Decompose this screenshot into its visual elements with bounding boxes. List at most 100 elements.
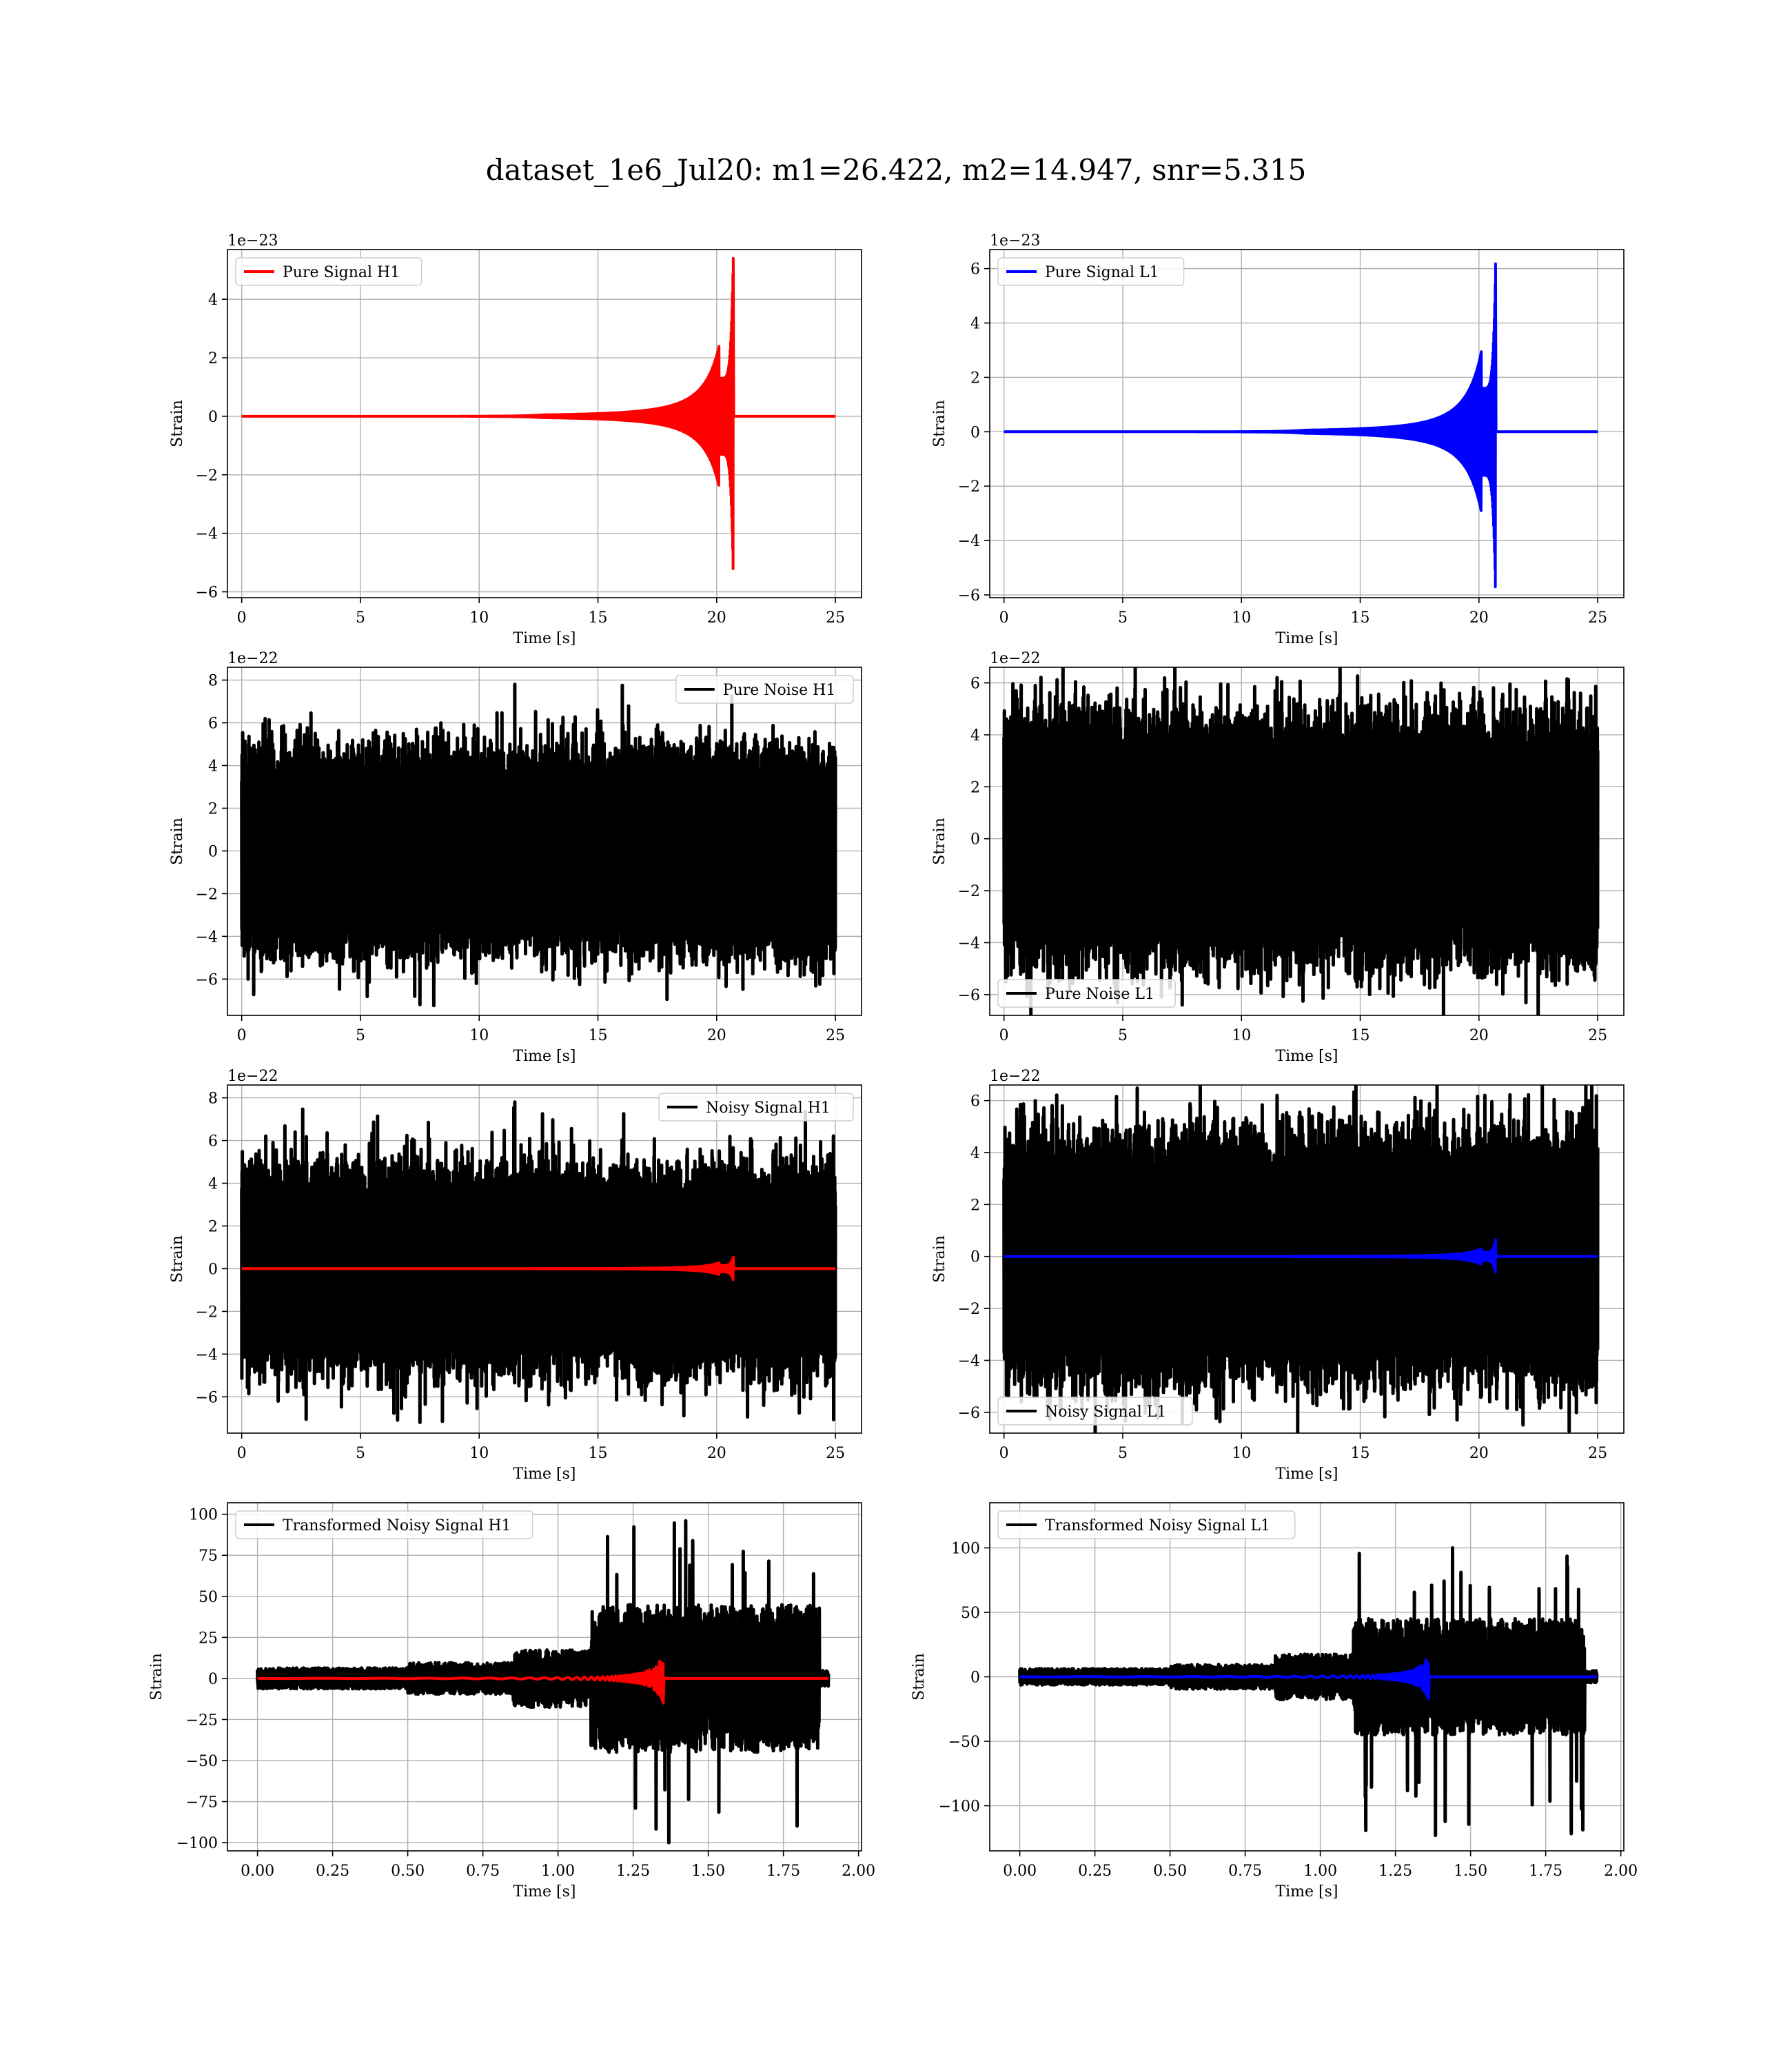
y-tick-label: −6	[958, 587, 980, 605]
x-tick-label: 20	[707, 609, 726, 627]
chart-transformed-noisy-signal-h1: 0.00 0.25 0.50 0.75 1.00 1.25 1.50 1.75 2.00 −100…	[148, 1502, 875, 1900]
chart-pure-signal-l1: 0 5 10 15 20 25 −6 −4 −2 0 2 4 6 Time [s] Strain 1e−23 P…	[931, 232, 1625, 647]
y-axis-label: Strain	[148, 1653, 165, 1701]
x-tick-label: 1.25	[1378, 1863, 1412, 1880]
legend-box	[997, 257, 1185, 286]
legend-label: Pure Signal H1	[283, 264, 400, 281]
offset-text: 1e−23	[990, 232, 1040, 250]
y-tick-label: 2	[208, 1218, 218, 1235]
offset-text: 1e−22	[990, 650, 1040, 667]
y-tick-label: −50	[186, 1753, 218, 1770]
tick-labels: 0 5 10 15 20 25 −6 −4 −2 0 2 4	[196, 292, 846, 627]
x-tick-label: 20	[707, 1027, 726, 1044]
y-tick-label: 6	[970, 261, 980, 278]
y-tick-label: 100	[189, 1507, 218, 1524]
x-tick-label: 20	[707, 1445, 726, 1462]
plot-area	[240, 682, 837, 1008]
legend-label: Pure Noise H1	[723, 682, 836, 699]
y-tick-label: 75	[198, 1548, 218, 1565]
x-tick-label: 0.00	[241, 1863, 274, 1880]
panel-pure-noise-l1: 0 5 10 15 20 25 −6 −4 −2 0 2 4 6 Time [s] Strain 1e−22 P…	[914, 647, 1755, 1074]
x-tick-label: 25	[1588, 1027, 1607, 1044]
x-tick-label: 20	[1469, 1027, 1489, 1044]
axes-frame	[227, 1502, 862, 1852]
y-tick-label: −4	[958, 1352, 980, 1370]
legend-box	[675, 675, 854, 704]
y-tick-label: −2	[196, 467, 218, 485]
y-tick-label: 2	[208, 350, 218, 367]
x-tick-label: 1.00	[541, 1863, 575, 1880]
legend: Transformed Noisy Signal H1	[235, 1510, 533, 1539]
x-tick-label: 5	[356, 1027, 365, 1044]
y-tick-label: −50	[948, 1734, 980, 1751]
y-tick-label: 100	[951, 1540, 980, 1557]
y-tick-label: 0	[208, 1261, 218, 1278]
offset-text: 1e−23	[227, 232, 278, 250]
x-tick-label: 15	[589, 1027, 608, 1044]
axes-frame	[989, 1084, 1625, 1434]
series-line	[1003, 262, 1598, 589]
legend: Noisy Signal L1	[997, 1397, 1193, 1426]
x-axis-label: Time [s]	[1275, 1883, 1338, 1900]
x-tick-label: 0	[999, 1027, 1009, 1044]
offset-text: 1e−22	[990, 1068, 1040, 1085]
x-tick-label: 0.75	[466, 1863, 500, 1880]
x-axis-label: Time [s]	[513, 1048, 576, 1065]
x-tick-label: 10	[469, 1027, 489, 1044]
x-tick-label: 15	[1351, 609, 1370, 627]
legend: Pure Signal L1	[997, 257, 1185, 286]
grid	[227, 250, 862, 598]
y-tick-label: −6	[958, 1405, 980, 1422]
series-line	[241, 256, 836, 570]
legend-label: Pure Signal L1	[1045, 264, 1159, 281]
x-tick-label: 25	[826, 609, 845, 627]
tick-labels: 0 5 10 15 20 25 −6 −4 −2 0 2 4 6 8	[196, 673, 846, 1044]
x-tick-label: 1.75	[766, 1863, 800, 1880]
y-tick-label: 4	[208, 758, 218, 776]
page-title: dataset_1e6_Jul20: m1=26.422, m2=14.947,…	[485, 153, 1307, 187]
series-line	[1002, 667, 1600, 1015]
legend: Pure Noise H1	[675, 675, 854, 704]
y-axis-label: Strain	[169, 400, 186, 447]
y-tick-label: 8	[208, 673, 218, 690]
x-tick-label: 5	[1118, 609, 1128, 627]
tick-labels: 0 5 10 15 20 25 −6 −4 −2 0 2 4 6	[958, 1093, 1608, 1462]
y-tick-label: −100	[176, 1835, 218, 1852]
legend-box	[235, 257, 422, 286]
legend: Transformed Noisy Signal L1	[997, 1510, 1296, 1539]
x-tick-label: 0.00	[1003, 1863, 1037, 1880]
y-tick-label: 4	[208, 292, 218, 309]
x-tick-label: 5	[356, 1445, 365, 1462]
y-tick-label: −2	[958, 1301, 980, 1318]
x-tick-label: 0	[999, 609, 1009, 627]
x-tick-label: 25	[1588, 609, 1607, 627]
x-tick-label: 0.75	[1228, 1863, 1262, 1880]
legend: Noisy Signal H1	[658, 1093, 854, 1122]
plot-area	[241, 256, 836, 570]
legend-label: Noisy Signal L1	[1045, 1403, 1166, 1421]
x-tick-label: 15	[589, 1445, 608, 1462]
x-tick-label: 0.50	[1153, 1863, 1187, 1880]
y-tick-label: −4	[958, 533, 980, 550]
series-line	[256, 1519, 831, 1845]
series-line	[1019, 1658, 1597, 1701]
panel-noisy-signal-h1: 0 5 10 15 20 25 −6 −4 −2 0 2 4 6 8 Time [s] Strain 1e−22…	[152, 1064, 992, 1492]
offset-text: 1e−22	[227, 1068, 278, 1085]
y-tick-label: −6	[196, 971, 218, 989]
y-tick-label: −2	[196, 1304, 218, 1321]
chart-pure-noise-h1: 0 5 10 15 20 25 −6 −4 −2 0 2 4 6 8 Time [s] Strain 1e−22…	[169, 650, 862, 1065]
x-tick-label: 15	[1351, 1445, 1370, 1462]
series-line	[240, 1100, 837, 1424]
x-tick-label: 10	[469, 1445, 489, 1462]
plot-area	[1018, 1546, 1599, 1838]
series-line	[256, 1660, 828, 1705]
y-tick-label: −6	[958, 987, 980, 1004]
x-tick-label: 5	[1118, 1027, 1128, 1044]
y-axis-label: Strain	[931, 1235, 948, 1283]
y-tick-label: 25	[198, 1630, 218, 1647]
y-tick-label: −6	[196, 1389, 218, 1406]
tick-labels: 0 5 10 15 20 25 −6 −4 −2 0 2 4 6 8	[196, 1091, 846, 1462]
x-tick-label: 10	[1232, 1027, 1251, 1044]
tick-labels: 0.00 0.25 0.50 0.75 1.00 1.25 1.50 1.75 2.00 −100…	[939, 1540, 1638, 1880]
y-tick-label: −2	[196, 886, 218, 903]
